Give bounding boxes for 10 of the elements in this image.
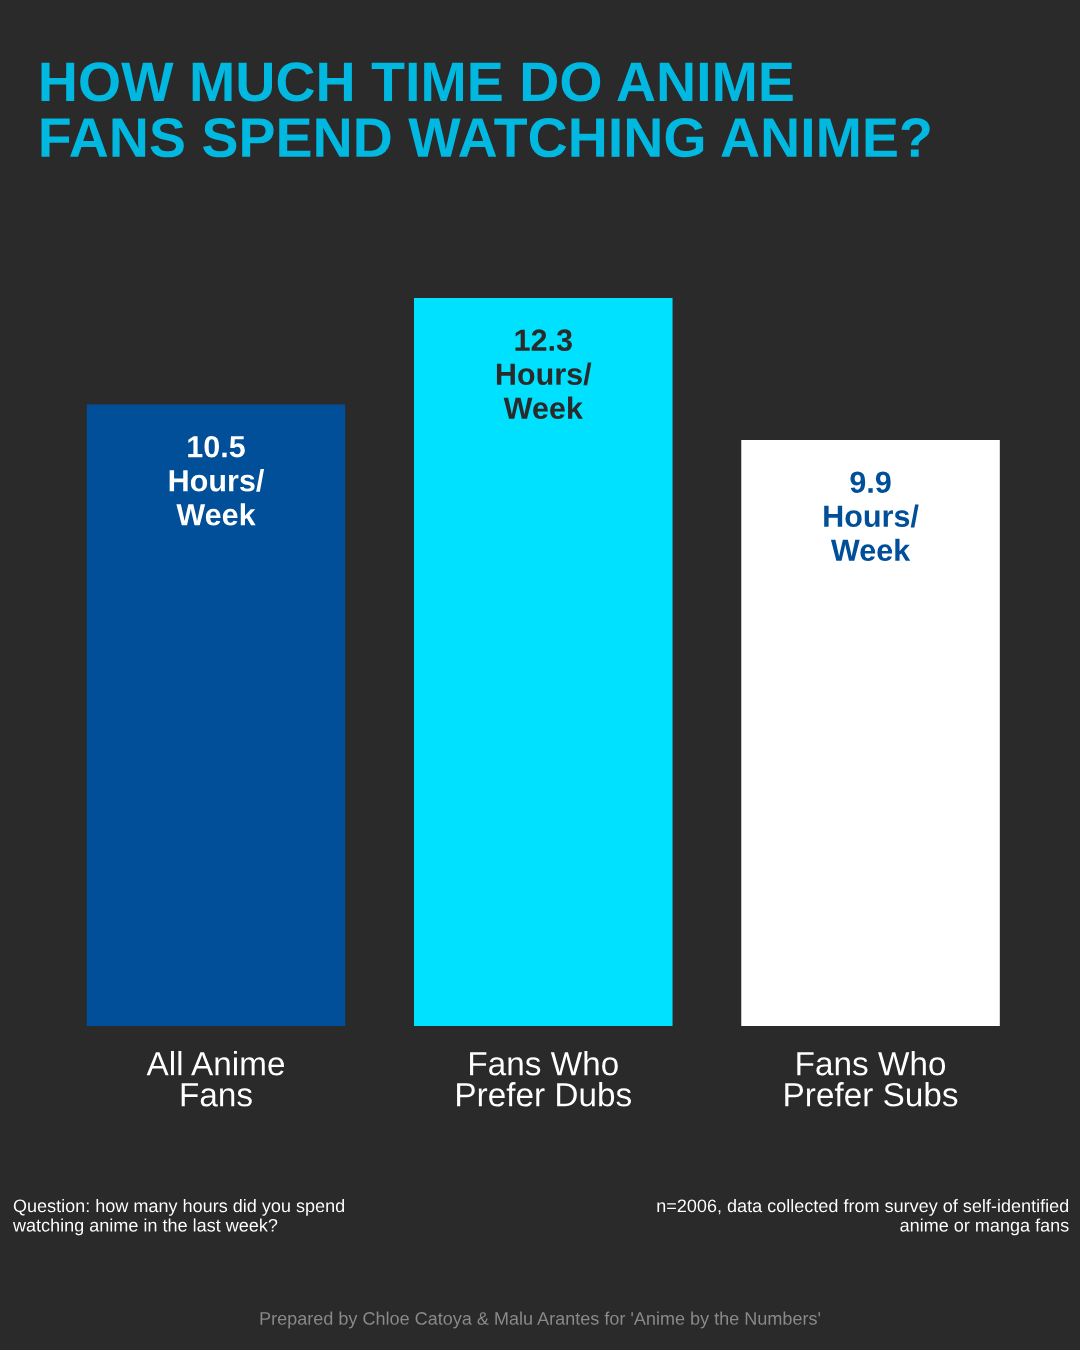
x-tick-label: Fans Who Prefer Dubs [457,1051,631,1107]
x-tick-label: Fans Who Prefer Subs [785,1051,958,1107]
text: n=2006, data collected from survey of self-identified anime or manga fans [657,1198,1069,1236]
text: Prepared by Chloe Catoya & Malu Arantes for 'Anime by the Numbers' [260,1311,821,1329]
data-label: 10.5 Hours/ Week [169,435,265,526]
data-label: 12.3 Hours/ Week [496,329,592,420]
text: Question: how many hours did you spend watching anime in the last week? [12,1198,345,1236]
data-label: 9.9 Hours/ Week [824,471,919,562]
chart-title: HOW MUCH TIME DO ANIME FANS SPEND WATCHING ANIME? [41,62,930,158]
x-tick-label: All Anime Fans [146,1051,284,1107]
